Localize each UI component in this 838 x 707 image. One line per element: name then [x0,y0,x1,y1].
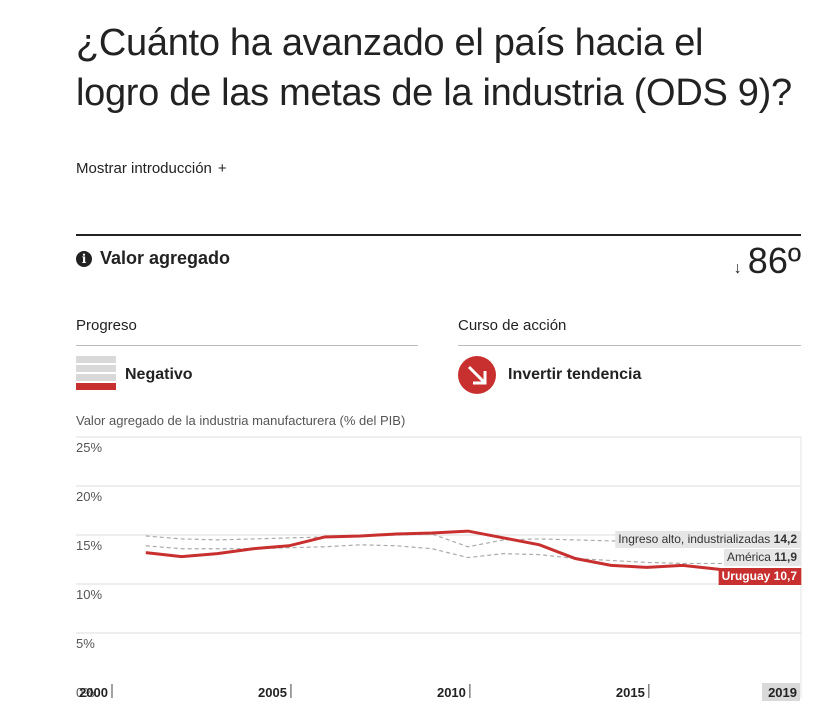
progress-heading: Progreso [76,317,137,334]
x-tick-label: 2000 [79,685,108,700]
line-chart: 25% 20% 15% 10% 5% 0%2000 2005 2010 2015 2019 Ingr… [76,436,802,701]
series-end-label: América 11,9 [723,549,802,566]
x-tick-label: 2015 [616,685,645,700]
series-end-label: Uruguay 10,7 [718,568,802,585]
y-tick-label: 10% [76,587,102,602]
y-tick-label: 0% [76,685,95,700]
x-tick-highlight [762,683,800,701]
indicator-name: Valor agregado [100,248,231,268]
info-icon[interactable]: i [76,250,92,267]
arrow-down-right-circle-icon [458,356,496,394]
y-tick-label: 20% [76,489,102,504]
y-tick-label: 25% [76,440,102,455]
action-value: Invertir tendencia [508,366,642,383]
show-introduction-toggle[interactable]: Mostrar introducción + [76,160,227,177]
progress-bars-icon [76,356,116,396]
page-title: ¿Cuánto ha avanzado el país hacia el log… [76,22,792,114]
indicator-header: i Valor agregado [76,248,230,269]
svg-text:Ingreso alto, industrializadas: Ingreso alto, industrializadas 14,2 [618,532,797,546]
rank-display: ↓ 86º [734,240,801,282]
x-tick-label: 2019 [768,685,797,700]
intro-label: Mostrar introducción [76,160,212,177]
section-divider [76,234,801,236]
y-tick-label: 15% [76,538,102,553]
x-tick-label: 2005 [258,685,287,700]
series-end-label: Ingreso alto, industrializadas 14,2 [615,531,802,548]
action-heading: Curso de acción [458,317,567,334]
progress-value: Negativo [125,366,193,383]
progress-divider [76,345,418,346]
action-divider [458,345,801,346]
chart-title: Valor agregado de la industria manufactu… [76,413,406,428]
arrow-down-icon: ↓ [733,260,742,277]
x-tick-label: 2010 [437,685,466,700]
y-tick-label: 5% [76,636,95,651]
svg-text:Uruguay 10,7: Uruguay 10,7 [722,569,798,583]
plus-icon: + [217,160,227,177]
series-line [145,529,791,579]
svg-text:América 11,9: América 11,9 [727,550,797,564]
rank-value: 86º [747,240,801,281]
